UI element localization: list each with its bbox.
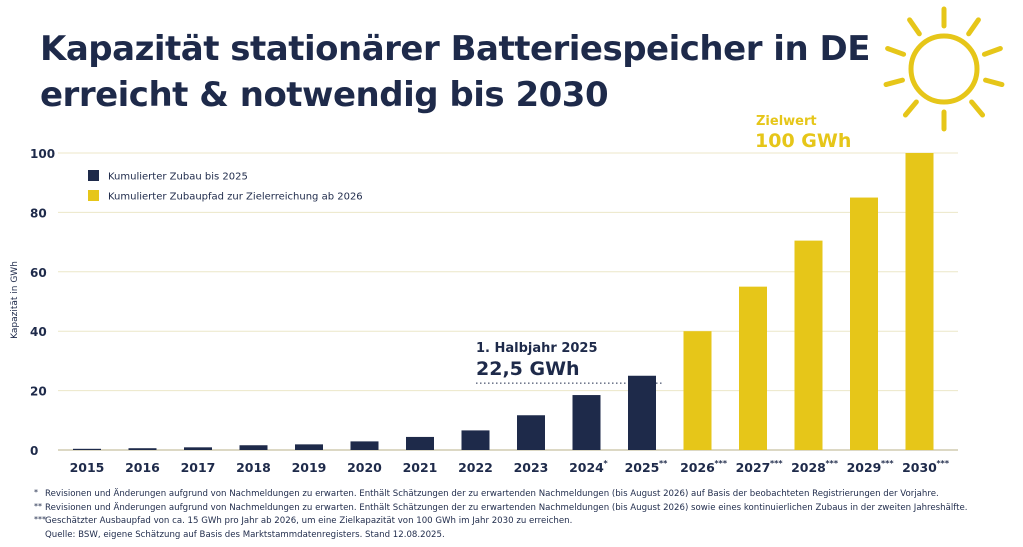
x-tick-label: 2018 <box>236 460 271 475</box>
x-tick-label: 2024 <box>569 460 604 475</box>
sun-ray <box>885 45 907 57</box>
x-tick-label: 2030 <box>902 460 937 475</box>
x-tick-mark: *** <box>881 459 894 468</box>
x-tick-mark: *** <box>937 459 950 468</box>
footnote: Quelle: BSW, eigene Schätzung auf Basis … <box>34 529 1014 543</box>
bar-2019 <box>295 444 323 450</box>
bar-2015 <box>73 448 101 450</box>
x-tick-label: 2021 <box>403 460 438 475</box>
bar-2021 <box>406 436 434 450</box>
y-tick-label: 0 <box>30 444 38 458</box>
bar-2026 <box>683 331 712 450</box>
x-tick-label: 2026 <box>680 460 715 475</box>
x-tick-label: 2017 <box>181 460 216 475</box>
bar-2025 <box>628 375 656 450</box>
x-tick-mark: ** <box>659 459 668 468</box>
legend-label: Kumulierter Zubaupfad zur Zielerreichung… <box>108 192 363 203</box>
title-line-1: Kapazität stationärer Batteriespeicher i… <box>40 29 870 69</box>
x-tick-label: 2025 <box>625 460 660 475</box>
y-tick-label: 80 <box>30 206 47 220</box>
footnote-mark: ** <box>34 501 42 511</box>
annotation-label: 1. Halbjahr 2025 <box>476 341 598 356</box>
bar-2020 <box>350 441 379 450</box>
title-line-2: erreicht & notwendig bis 2030 <box>40 75 609 115</box>
x-tick-label: 2029 <box>847 460 882 475</box>
sun-icon <box>883 6 1005 132</box>
bar-2028 <box>794 240 823 450</box>
x-tick-mark: *** <box>715 459 728 468</box>
sun-ray <box>983 77 1005 88</box>
bars <box>73 153 934 450</box>
bar-2030 <box>905 153 934 450</box>
sun-ray <box>907 17 922 37</box>
sun-ray <box>883 77 905 88</box>
x-tick-label: 2019 <box>292 460 327 475</box>
sun-disc <box>908 33 980 105</box>
legend-swatch <box>88 190 99 201</box>
x-tick-label: 2028 <box>791 460 826 475</box>
footnote: ** Revisionen und Änderungen aufgrund von… <box>34 502 1014 516</box>
y-axis-ticks: 0 20 40 60 80 100 <box>30 147 55 458</box>
x-tick-label: 2023 <box>514 460 549 475</box>
target-label: Zielwert <box>756 114 817 129</box>
bar-2027 <box>739 286 767 450</box>
x-tick-mark: *** <box>826 459 839 468</box>
y-axis-label: Kapazität in GWh <box>10 261 20 339</box>
x-tick-label: 2022 <box>458 460 493 475</box>
bar-2018 <box>239 445 268 450</box>
x-axis-ticks: 2015 2016 2017 2018 2019 2020 2021 2022 2023 2024… <box>70 459 950 475</box>
bar-2017 <box>184 447 212 450</box>
footnote: *** Geschätzter Ausbaupfad von ca. 15 GWh… <box>34 515 1014 529</box>
x-tick-mark: *** <box>770 459 783 468</box>
footnote-text: Revisionen und Änderungen aufgrund von N… <box>45 502 968 513</box>
bar-2024 <box>572 395 601 450</box>
sun-ray <box>966 17 981 37</box>
y-tick-label: 100 <box>30 147 55 161</box>
footnote-mark: * <box>34 488 38 497</box>
x-tick-label: 2027 <box>736 460 771 475</box>
legend-label: Kumulierter Zubau bis 2025 <box>108 172 248 183</box>
y-tick-label: 40 <box>30 325 47 339</box>
bar-2029 <box>850 197 878 450</box>
footnote-text: Revisionen und Änderungen aufgrund von N… <box>45 489 939 499</box>
footnote-mark <box>34 527 45 541</box>
annotation-value: 22,5 GWh <box>476 358 580 380</box>
footnote-mark: *** <box>34 515 46 524</box>
chart-title: Kapazität stationärer Batteriespeicher i… <box>40 26 870 118</box>
footnote-text: Quelle: BSW, eigene Schätzung auf Basis … <box>45 529 445 540</box>
footnote: * Revisionen und Änderungen aufgrund von … <box>34 488 1014 502</box>
legend-swatch <box>88 170 99 181</box>
x-tick-label: 2020 <box>347 460 382 475</box>
bar-2023 <box>517 415 545 450</box>
target-value: 100 GWh <box>755 130 851 152</box>
x-tick-label: 2015 <box>70 460 105 475</box>
bar-2016 <box>128 448 157 450</box>
sun-ray <box>981 45 1003 57</box>
legend: Kumulierter Zubau bis 2025 Kumulierter Zu… <box>88 170 363 203</box>
x-tick-label: 2016 <box>125 460 160 475</box>
y-tick-label: 60 <box>30 266 47 280</box>
y-tick-label: 20 <box>30 385 47 399</box>
sun-ray <box>902 99 919 118</box>
bar-2022 <box>461 430 490 450</box>
footnotes: * Revisionen und Änderungen aufgrund von … <box>34 488 1014 542</box>
sun-ray <box>969 99 986 118</box>
footnote-text: Geschätzter Ausbaupfad von ca. 15 GWh pr… <box>45 516 573 526</box>
x-tick-mark: * <box>604 459 609 468</box>
